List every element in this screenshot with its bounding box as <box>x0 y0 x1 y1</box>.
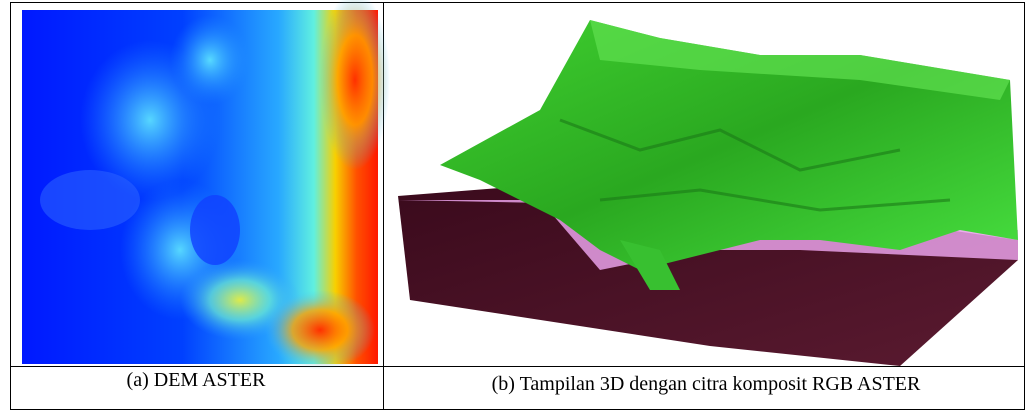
page: (a) DEM ASTER (b) Tampilan 3D dengan cit… <box>0 0 1028 412</box>
dem-image <box>22 0 390 370</box>
caption: (a) DEM ASTER <box>127 369 267 391</box>
figure: (a) DEM ASTER (b) Tampilan 3D dengan cit… <box>0 0 1028 412</box>
terrain-3d-image <box>398 20 1018 366</box>
caption: (b) Tampilan 3D dengan citra komposit RG… <box>492 373 921 395</box>
